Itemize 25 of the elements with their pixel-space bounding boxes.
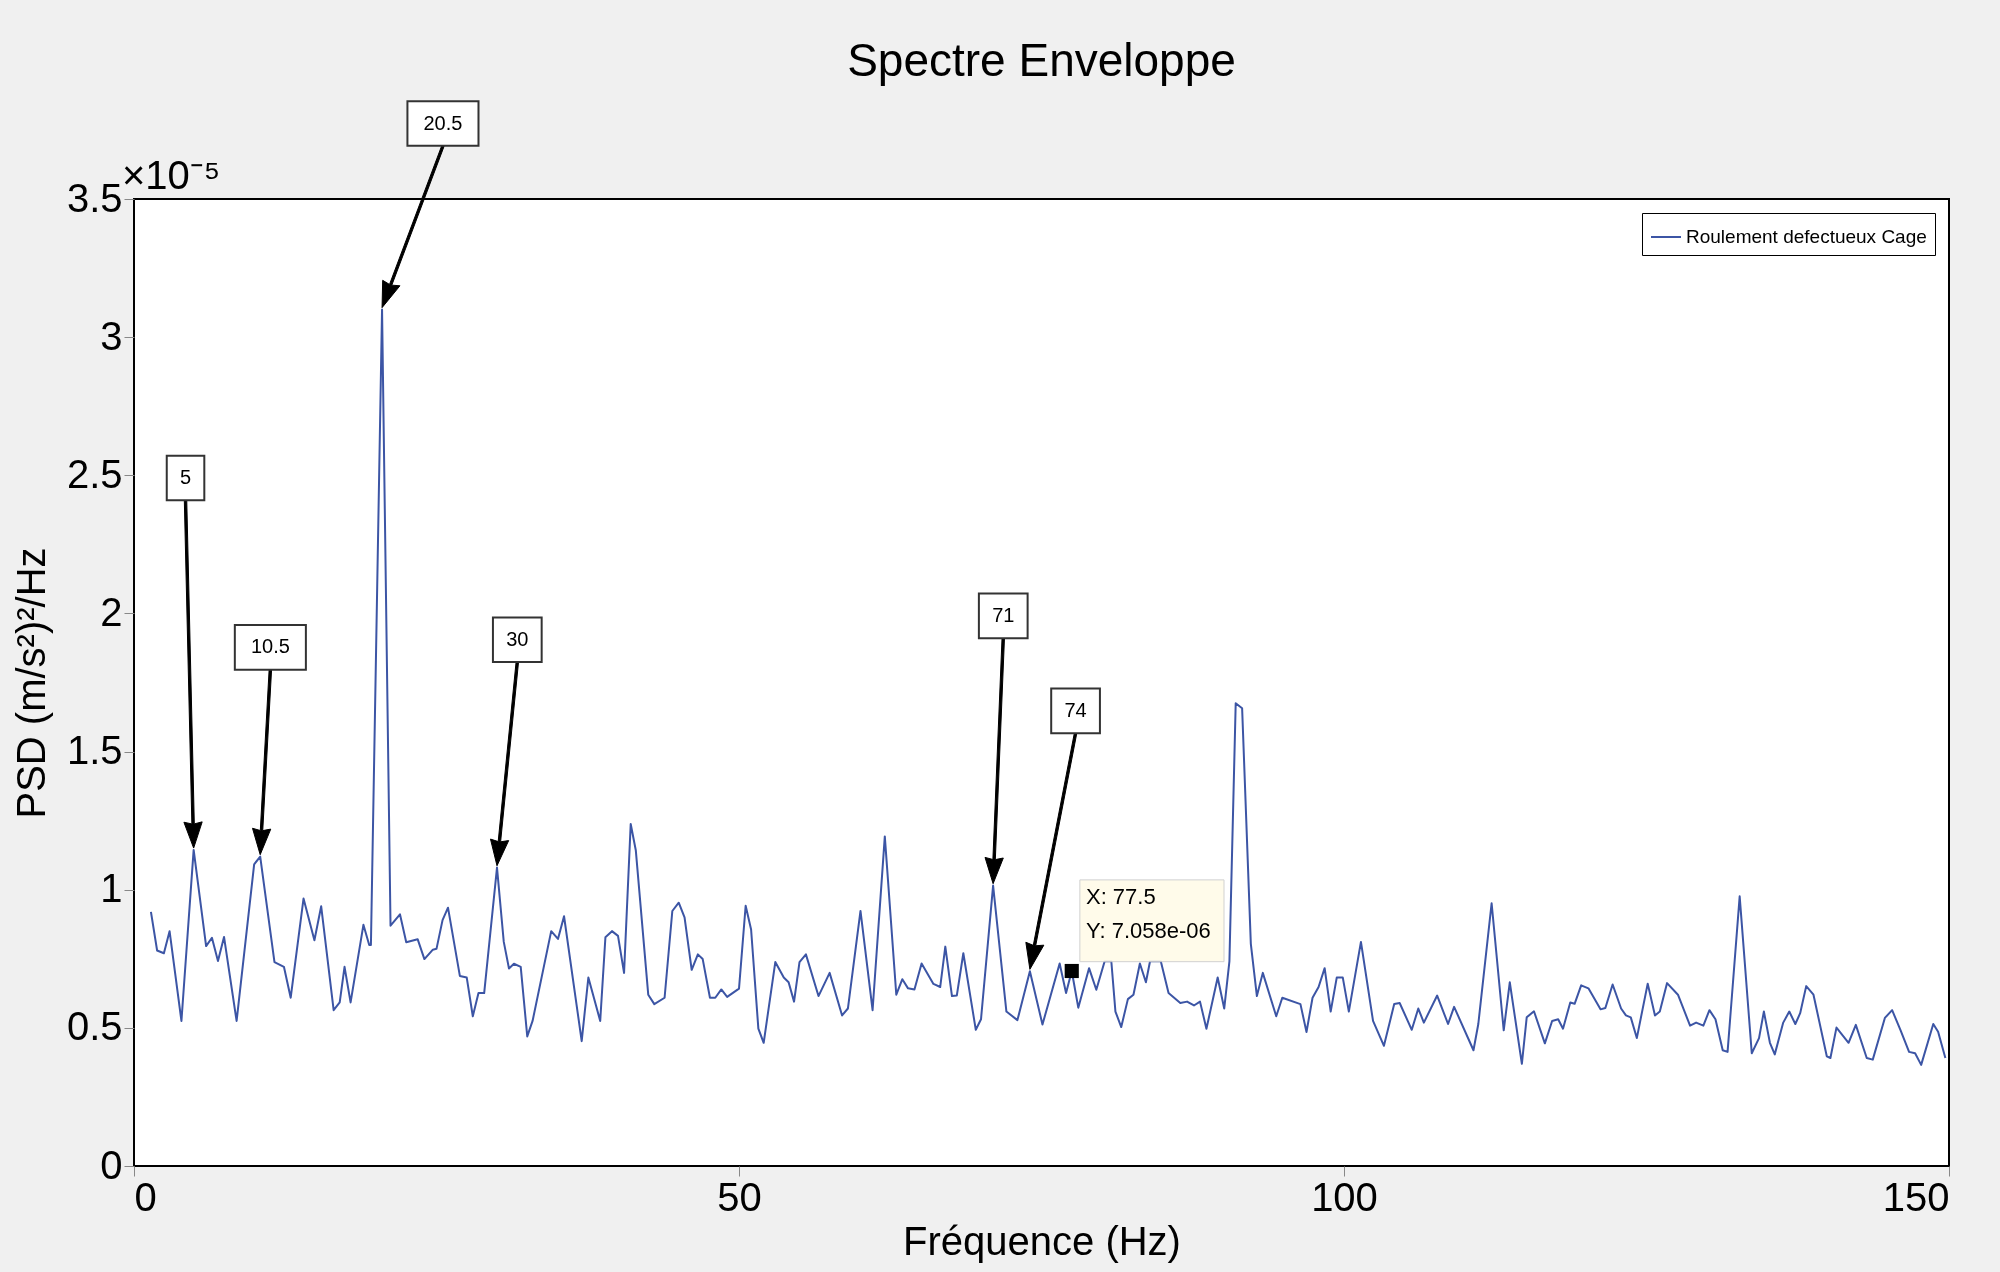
text: ×10⁻⁵	[122, 153, 221, 197]
legend-label: Roulement defectueux Cage	[1686, 226, 1927, 247]
y-tick-label: 3	[100, 313, 123, 358]
x-tick-label: 0	[134, 1174, 157, 1219]
y-tick-label: 1.5	[66, 728, 123, 773]
x-axis-title: Fréquence (Hz)	[903, 1218, 1181, 1263]
line-series	[149, 308, 1947, 1066]
y-tick-label: 3.5	[66, 175, 123, 220]
y-axis-title: PSD (m/s²)²/Hz	[8, 547, 53, 819]
text: 20.5	[423, 111, 463, 134]
y-tick-label: 0	[100, 1142, 123, 1187]
annotation: 10.5	[250, 635, 290, 658]
x-tick-label: 50	[717, 1174, 762, 1219]
x-tick-label: 100	[1311, 1174, 1378, 1219]
y-tick-label: 1	[100, 866, 123, 911]
annotation: X: 77.5 Y: 7.058e-06	[1085, 884, 1211, 944]
x-tick-label: 150	[1882, 1174, 1950, 1219]
y-tick-label: 2	[100, 589, 123, 634]
y-tick-label: 0.5	[66, 1004, 123, 1049]
y-tick-label: 2.5	[66, 451, 123, 496]
annotation: 5	[179, 466, 192, 489]
annotation: 30	[506, 627, 529, 650]
chart-title: Spectre Enveloppe	[847, 34, 1236, 87]
annotation: 71	[992, 603, 1015, 626]
annotation: 74	[1064, 698, 1087, 721]
